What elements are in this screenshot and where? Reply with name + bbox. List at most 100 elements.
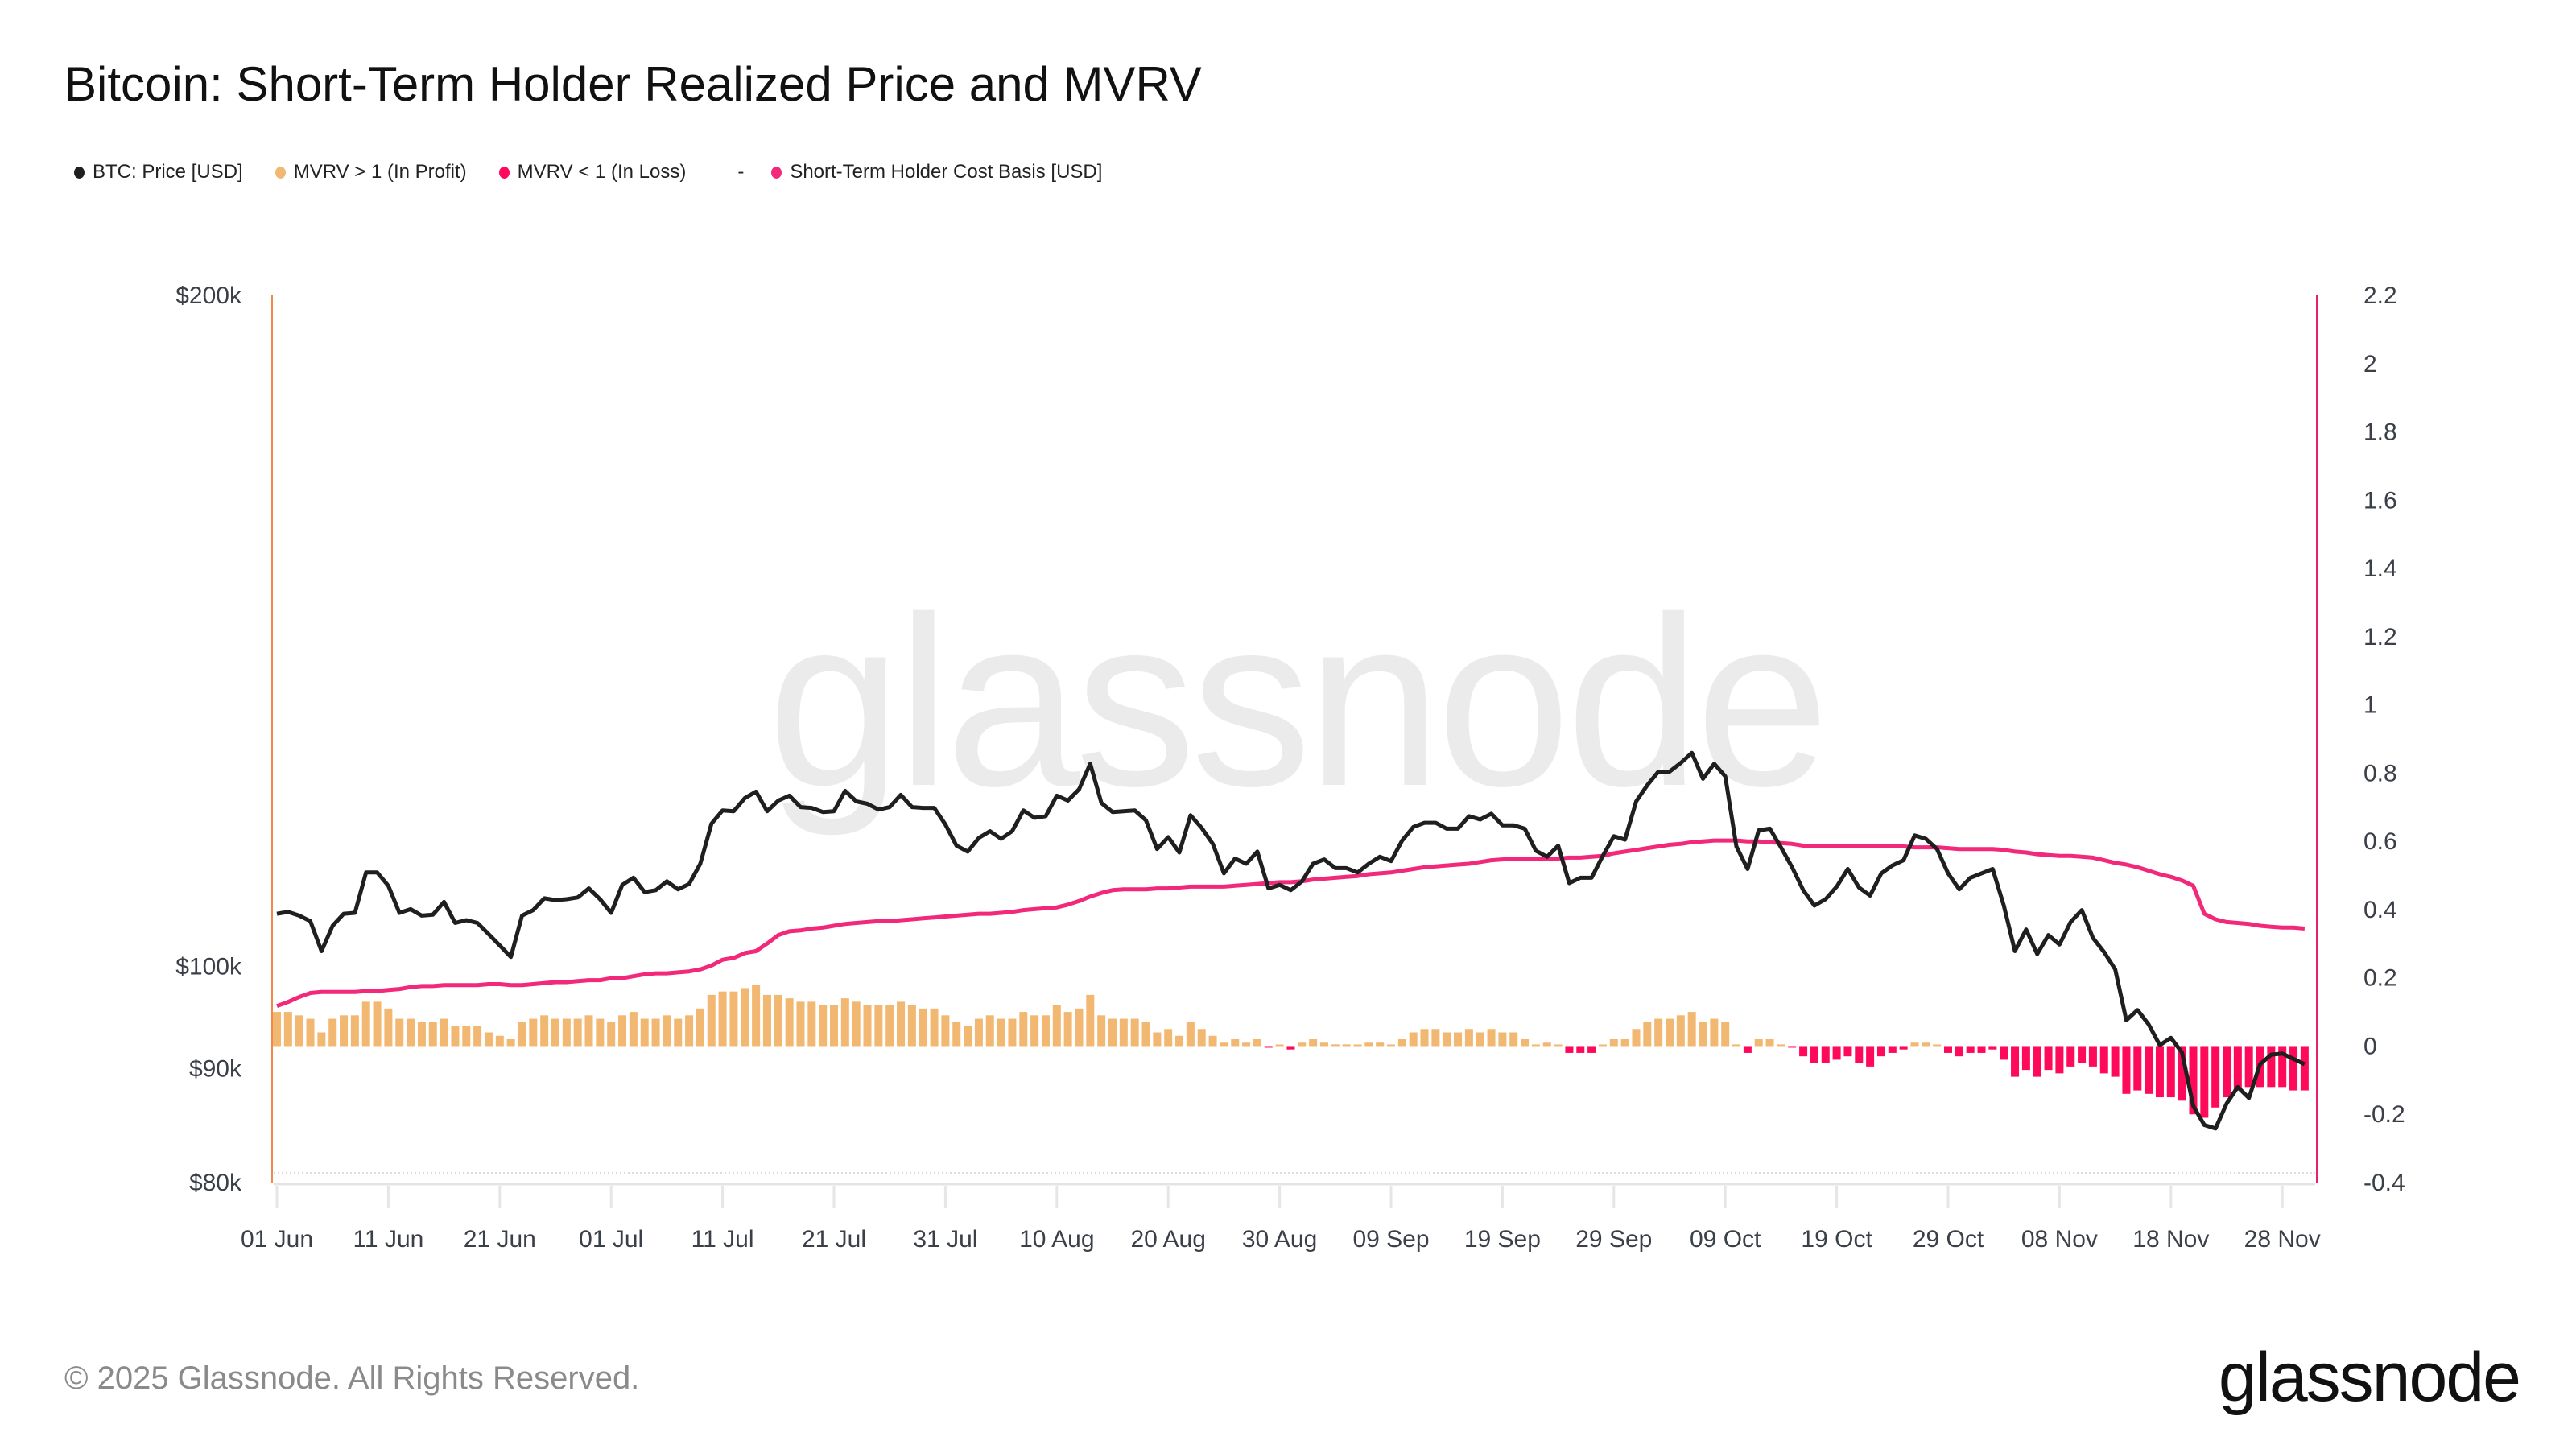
mvrv-bar-loss: [1743, 1046, 1752, 1053]
mvrv-bar-profit: [1409, 1032, 1418, 1046]
mvrv-bar-profit: [1777, 1044, 1785, 1046]
x-tick-label: 11 Jun: [353, 1226, 423, 1253]
legend-item-mvrv-loss[interactable]: MVRV < 1 (In Loss): [498, 161, 686, 184]
mvrv-bar-profit: [1443, 1032, 1451, 1046]
mvrv-bar-profit: [1910, 1042, 1919, 1046]
mvrv-bar-profit: [484, 1032, 493, 1046]
y-right-tick-label: 2.2: [2363, 283, 2397, 309]
mvrv-bar-profit: [718, 991, 727, 1046]
mvrv-bar-profit: [1275, 1044, 1284, 1046]
mvrv-bar-profit: [830, 1005, 838, 1046]
mvrv-bar-profit: [1765, 1038, 1774, 1046]
mvrv-bar-profit: [451, 1026, 460, 1046]
mvrv-bar-profit: [729, 991, 738, 1046]
mvrv-bar-loss: [2300, 1046, 2309, 1091]
mvrv-bar-profit: [1008, 1018, 1017, 1046]
mvrv-bar-profit: [1554, 1044, 1563, 1046]
mvrv-bar-profit: [462, 1026, 471, 1046]
mvrv-bar-profit: [1231, 1038, 1240, 1046]
btc-price-line: [276, 750, 2306, 1131]
mvrv-bar-profit: [674, 1018, 683, 1046]
x-tick-label: 08 Nov: [2021, 1226, 2098, 1253]
mvrv-bar-profit: [1643, 1022, 1652, 1046]
mvrv-bar-loss: [1832, 1046, 1841, 1060]
mvrv-bar-profit: [1353, 1044, 1362, 1046]
mvrv-bar-loss: [2055, 1046, 2064, 1074]
mvrv-bar-profit: [317, 1032, 326, 1046]
mvrv-bar-profit: [529, 1018, 538, 1046]
mvrv-bar-profit: [1186, 1022, 1195, 1046]
y-right-tick-label: 1.6: [2363, 487, 2397, 514]
x-tick-label: 09 Oct: [1690, 1226, 1761, 1253]
mvrv-bar-loss: [2278, 1046, 2287, 1088]
mvrv-bar-profit: [1309, 1038, 1318, 1046]
mvrv-bar-profit: [1521, 1038, 1530, 1046]
y-left-tick-label: $80k: [189, 1170, 242, 1196]
mvrv-bar-loss: [2211, 1046, 2220, 1108]
mvrv-bar-profit: [1387, 1044, 1395, 1046]
mvrv-bar-loss: [2011, 1046, 2020, 1077]
mvrv-bar-profit: [473, 1026, 482, 1046]
mvrv-bar-loss: [1286, 1046, 1295, 1050]
mvrv-bar-profit: [1041, 1015, 1050, 1046]
mvrv-bar-profit: [952, 1022, 961, 1046]
mvrv-bar-profit: [440, 1018, 448, 1046]
mvrv-bar-profit: [863, 1005, 872, 1046]
mvrv-bar-loss: [1264, 1046, 1273, 1048]
mvrv-bar-loss: [1977, 1046, 1986, 1053]
legend-item-sth-cost-basis[interactable]: Short-Term Holder Cost Basis [USD]: [771, 161, 1102, 184]
mvrv-bar-loss: [1944, 1046, 1952, 1053]
mvrv-bar-loss: [2000, 1046, 2008, 1060]
mvrv-bar-loss: [2078, 1046, 2087, 1063]
mvrv-bar-profit: [1464, 1029, 1473, 1046]
mvrv-bar-loss: [2200, 1046, 2209, 1118]
mvrv-bar-profit: [273, 1012, 281, 1046]
mvrv-bar-loss: [1810, 1046, 1818, 1063]
mvrv-bar-profit: [618, 1015, 627, 1046]
mvrv-bar-profit: [283, 1012, 292, 1046]
mvrv-bar-profit: [1331, 1044, 1340, 1046]
glassnode-logo[interactable]: glassnode: [2218, 1339, 2521, 1416]
mvrv-bar-profit: [685, 1015, 694, 1046]
mvrv-bar-profit: [518, 1022, 526, 1046]
y-right-tick-label: 0.6: [2363, 828, 2397, 855]
mvrv-bar-profit: [1699, 1022, 1707, 1046]
mvrv-bar-loss: [1876, 1046, 1885, 1057]
mvrv-bar-profit: [295, 1015, 303, 1046]
mvrv-bar-profit: [1666, 1018, 1674, 1046]
y-right-tick-label: 1.2: [2363, 624, 2397, 650]
mvrv-bar-profit: [350, 1015, 359, 1046]
mvrv-bar-loss: [2033, 1046, 2041, 1077]
mvrv-bar-loss: [1843, 1046, 1852, 1057]
y-right-tick-label: 2: [2363, 351, 2377, 378]
y-right-tick-label: 1: [2363, 692, 2377, 719]
x-tick-label: 29 Oct: [1913, 1226, 1984, 1253]
mvrv-bar-profit: [1420, 1029, 1429, 1046]
x-tick-label: 21 Jun: [464, 1226, 536, 1253]
mvrv-bar-profit: [1933, 1044, 1942, 1046]
legend-item-btc-price[interactable]: BTC: Price [USD]: [74, 161, 243, 184]
mvrv-bar-loss: [1565, 1046, 1574, 1053]
mvrv-bar-profit: [1620, 1038, 1629, 1046]
chart-legend: BTC: Price [USD] MVRV > 1 (In Profit) MV…: [74, 161, 1134, 184]
legend-item-mvrv-profit[interactable]: MVRV > 1 (In Profit): [275, 161, 467, 184]
mvrv-bar-loss: [2088, 1046, 2097, 1067]
x-tick-label: 09 Sep: [1352, 1226, 1429, 1253]
mvrv-bar-profit: [1476, 1032, 1484, 1046]
mvrv-bar-loss: [2044, 1046, 2053, 1071]
mvrv-bar-profit: [1732, 1044, 1741, 1046]
y-right-tick-label: 1.4: [2363, 555, 2397, 582]
mvrv-bar-profit: [1509, 1032, 1518, 1046]
mvrv-bar-profit: [306, 1018, 315, 1046]
mvrv-bar-profit: [596, 1018, 605, 1046]
x-tick-label: 01 Jun: [241, 1226, 313, 1253]
mvrv-bar-profit: [328, 1018, 337, 1046]
mvrv-bar-profit: [1531, 1044, 1540, 1046]
mvrv-bar-profit: [1197, 1029, 1206, 1046]
mvrv-bar-profit: [1654, 1018, 1663, 1046]
mvrv-bar-profit: [1710, 1018, 1719, 1046]
mvrv-bar-profit: [819, 1005, 828, 1046]
mvrv-bar-profit: [985, 1015, 994, 1046]
mvrv-bar-profit: [1397, 1038, 1406, 1046]
mvrv-bar-profit: [997, 1018, 1005, 1046]
